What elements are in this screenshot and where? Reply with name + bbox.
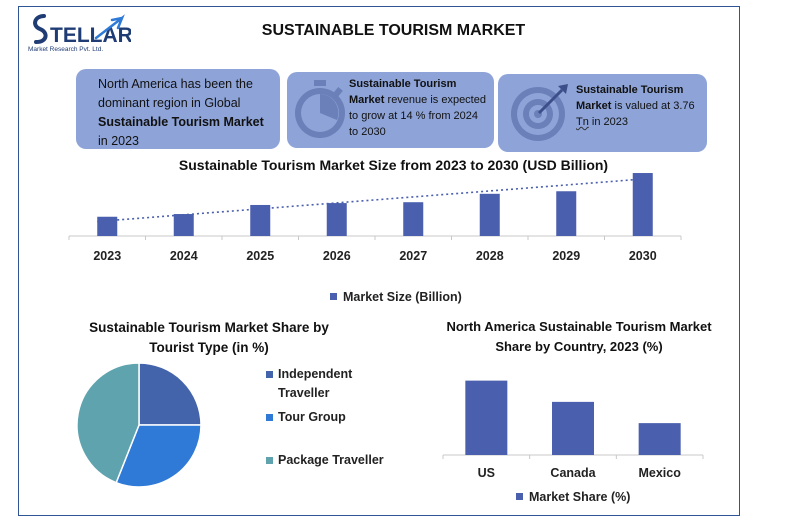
market-size-legend-swatch	[330, 293, 337, 300]
pie-legend-item: Tour Group	[266, 408, 398, 427]
pie-legend-swatch	[266, 371, 273, 378]
page-title: SUSTAINABLE TOURISM MARKET	[261, 22, 526, 39]
country-share-tick-label: Mexico	[638, 466, 681, 480]
box1-text: North America has been the dominant regi…	[98, 77, 253, 110]
market-size-bar	[403, 202, 424, 236]
market-size-tick-label: 2025	[246, 249, 274, 263]
market-size-bar	[250, 204, 271, 236]
market-size-bar	[479, 193, 500, 236]
market-size-tick-label: 2029	[552, 249, 580, 263]
market-size-bar	[97, 216, 118, 236]
info-box-growth: Sustainable Tourism Market revenue is ex…	[287, 72, 494, 148]
box1-bold: Sustainable Tourism Market	[98, 115, 264, 129]
box2-bold: Sustainable Tourism Market	[349, 78, 457, 106]
country-share-chart-title: North America Sustainable Tourism Market…	[446, 319, 712, 354]
market-size-bar	[632, 173, 653, 236]
svg-text:TELLAR: TELLAR	[50, 24, 131, 47]
box3-text: Sustainable Tourism Market is valued at …	[576, 82, 704, 130]
country-share-bar	[638, 423, 681, 455]
country-share-tick-label: Canada	[550, 466, 596, 480]
market-size-tick-label: 2027	[399, 249, 427, 263]
brand-tagline: Market Research Pvt. Ltd.	[28, 46, 104, 53]
box2-body: revenue is expected to grow at 14 % from…	[349, 94, 486, 138]
market-size-tick-label: 2028	[476, 249, 504, 263]
country-share-legend-swatch	[516, 493, 523, 500]
stellar-logo: TELLAR	[33, 14, 131, 47]
market-size-bar	[326, 203, 347, 236]
pie-legend-item: Package Traveller	[266, 451, 398, 470]
pie-legend-label: Package Traveller	[278, 453, 384, 467]
market-size-legend-label: Market Size (Billion)	[343, 290, 462, 304]
box3-body-after: in 2023	[588, 116, 628, 128]
country-share-tick-label: US	[478, 466, 495, 480]
market-size-bar	[173, 214, 194, 236]
tourist-type-pie	[76, 362, 202, 488]
pie-legend-swatch	[266, 457, 273, 464]
market-size-tick-label: 2030	[629, 249, 657, 263]
country-share-bar	[465, 380, 508, 455]
market-size-tick-label: 2026	[323, 249, 351, 263]
box1-text-after: in 2023	[98, 134, 140, 148]
pie-slice	[138, 362, 202, 426]
target-icon	[511, 84, 568, 141]
pie-legend-item: Independent Traveller	[266, 365, 398, 403]
market-size-chart: 2023 2024 2025 2026 2027 2028 2029 2030	[68, 173, 682, 263]
pie-legend-label: Tour Group	[278, 410, 346, 424]
market-size-tick-label: 2024	[170, 249, 198, 263]
country-share-bar	[552, 401, 594, 455]
box3-unit: Tn	[576, 116, 589, 128]
info-box-dominant-region: North America has been the dominant regi…	[76, 69, 280, 149]
tourist-type-chart-title: Sustainable Tourism Market Share by Tour…	[89, 320, 329, 355]
country-share-legend: Market Share (%)	[516, 490, 630, 504]
market-size-bar	[556, 191, 577, 236]
box3-bold: Sustainable Tourism Market	[576, 84, 684, 112]
market-size-chart-title: Sustainable Tourism Market Size from 202…	[178, 157, 609, 173]
info-box-valuation: Sustainable Tourism Market is valued at …	[498, 74, 707, 152]
country-share-legend-label: Market Share (%)	[529, 490, 631, 504]
market-size-tick-label: 2023	[93, 249, 121, 263]
country-share-chart: US Canada Mexico	[442, 380, 704, 480]
page-frame	[18, 6, 740, 516]
pie-slice	[115, 424, 202, 488]
pie-slice	[76, 362, 140, 484]
stopwatch-icon	[295, 80, 345, 138]
box3-body: is valued at 3.76	[611, 100, 695, 112]
market-size-legend: Market Size (Billion)	[330, 290, 462, 304]
pie-legend-label: Independent Traveller	[278, 367, 353, 400]
pie-legend-swatch	[266, 414, 273, 421]
box2-text: Sustainable Tourism Market revenue is ex…	[349, 76, 489, 140]
